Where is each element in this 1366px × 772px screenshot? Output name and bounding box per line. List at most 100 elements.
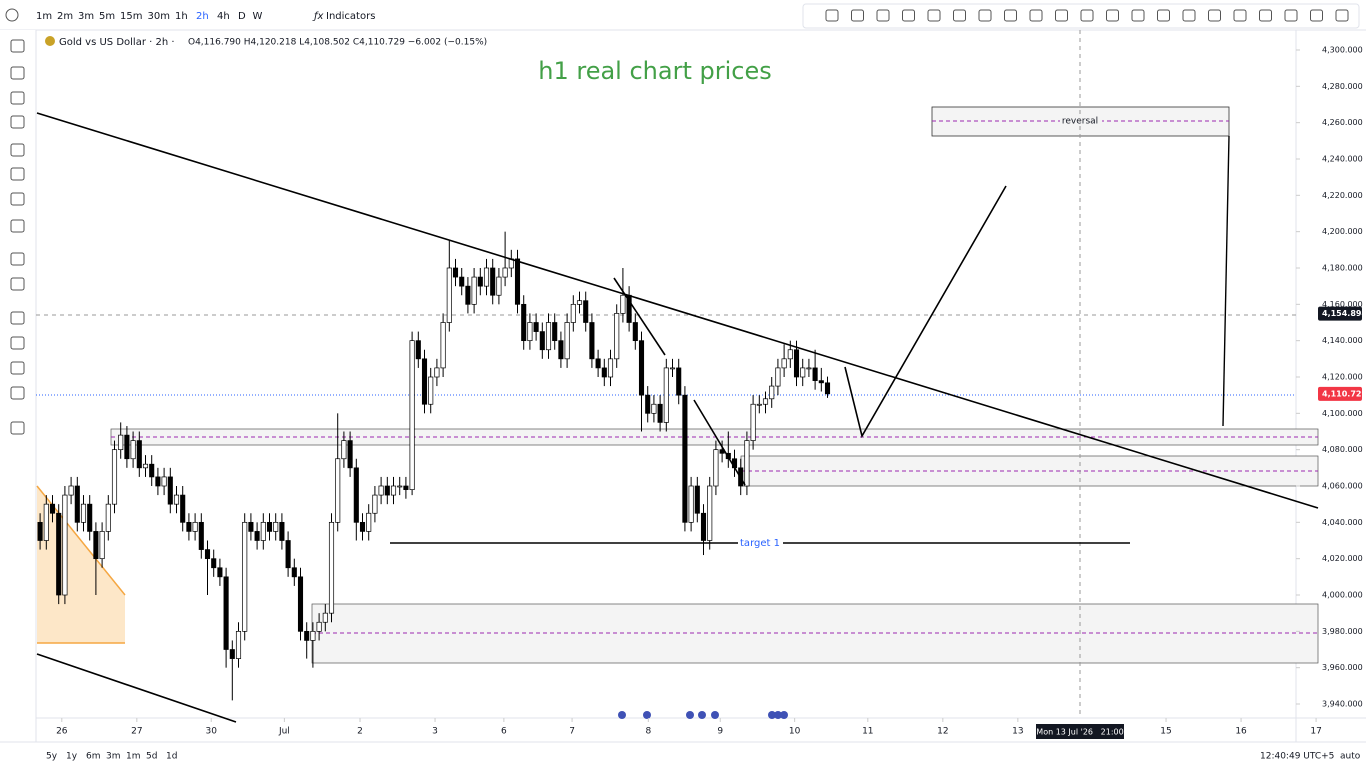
candle-body [142, 463, 149, 469]
candle-body [657, 403, 663, 423]
candle-body [403, 485, 409, 490]
candle-body [601, 367, 607, 378]
tool-icon[interactable] [927, 9, 941, 22]
tool-icon[interactable] [10, 66, 25, 80]
candle-body [589, 322, 595, 360]
symbol-icon [45, 36, 55, 46]
candle-body [173, 494, 180, 505]
x-tick-label: 7 [569, 727, 575, 737]
tool-icon[interactable] [10, 219, 25, 233]
candle-body [787, 349, 793, 360]
range[interactable]: 5y [46, 752, 58, 762]
projection-line [1222, 135, 1230, 427]
drawing-tools [825, 9, 1349, 22]
range[interactable]: 1d [166, 752, 177, 762]
tool-icon[interactable] [10, 361, 25, 375]
candle-body [124, 434, 130, 460]
tool-icon[interactable] [10, 336, 25, 350]
candles [37, 231, 831, 701]
tool-icon[interactable] [1310, 9, 1323, 22]
tool-icon[interactable] [876, 9, 890, 22]
tool-icon[interactable] [1157, 9, 1170, 22]
tool-icon[interactable] [10, 115, 25, 129]
candle-body [56, 512, 62, 596]
tool-icon[interactable] [978, 9, 992, 22]
candle-body [130, 440, 136, 460]
tool-icon[interactable] [10, 311, 25, 325]
interval[interactable]: 15m [120, 11, 142, 22]
candle-body [669, 367, 676, 370]
candle-body [756, 403, 762, 406]
tool-icon[interactable] [1233, 9, 1247, 22]
zone [311, 603, 1319, 664]
candle-body [490, 267, 496, 296]
tool-icon[interactable] [10, 386, 25, 400]
tool-icon[interactable] [1055, 9, 1068, 22]
interval[interactable]: 1m [36, 11, 52, 22]
range[interactable]: 1m [126, 752, 141, 762]
candle-body [180, 494, 186, 523]
tool-icon[interactable] [10, 39, 25, 53]
tool-icon[interactable] [10, 143, 25, 157]
interval[interactable]: W [253, 11, 263, 22]
candle-body [118, 434, 124, 451]
tool-icon[interactable] [1080, 9, 1094, 22]
candle-body [812, 367, 818, 381]
tool-icon[interactable] [10, 421, 25, 435]
label-bg [1060, 115, 1102, 127]
tool-icon[interactable] [10, 91, 25, 105]
x-tick-label: 13 [1012, 727, 1023, 737]
tool-icon[interactable] [1182, 9, 1196, 22]
candle-body [570, 303, 576, 323]
interval[interactable]: 4h [217, 11, 230, 22]
range[interactable]: 1y [66, 752, 78, 762]
interval[interactable]: D [238, 11, 246, 22]
candle-body [552, 322, 558, 342]
range[interactable]: 3m [106, 752, 121, 762]
candle-body [99, 531, 105, 560]
range[interactable]: 6m [86, 752, 101, 762]
tool-icon[interactable] [1335, 9, 1349, 22]
tool-icon[interactable] [10, 167, 25, 181]
candle-body [676, 367, 682, 396]
candle-body [595, 358, 601, 369]
candle-body [353, 467, 359, 523]
tool-icon[interactable] [1004, 9, 1017, 22]
candle-body [297, 576, 304, 632]
y-tick-label: 4,220.000 [1322, 191, 1363, 200]
candle-body [192, 521, 198, 532]
candle-body [161, 476, 167, 487]
interval[interactable]: 5m [99, 11, 115, 22]
candle-body [428, 376, 434, 405]
y-tick-label: 4,100.000 [1322, 409, 1363, 418]
interval[interactable]: 2h [196, 11, 209, 22]
tool-icon[interactable] [1029, 9, 1043, 22]
tool-icon[interactable] [825, 9, 839, 22]
symbol[interactable]: Gold vs US Dollar · 2h · [59, 37, 175, 48]
y-tick-label: 4,140.000 [1322, 336, 1363, 345]
candle-body [440, 322, 446, 369]
add-symbol[interactable] [5, 8, 19, 22]
interval[interactable]: 30m [148, 11, 170, 22]
tool-icon[interactable] [902, 9, 915, 22]
tool-icon[interactable] [953, 9, 966, 22]
range[interactable]: 5d [146, 752, 157, 762]
scale-auto[interactable]: auto [1340, 752, 1361, 762]
indicators-button[interactable]: Indicators [326, 11, 375, 22]
interval[interactable]: 3m [78, 11, 94, 22]
tool-icon[interactable] [10, 277, 25, 291]
tool-icon[interactable] [10, 252, 25, 266]
tool-icon[interactable] [1106, 9, 1119, 22]
tool-icon[interactable] [1131, 9, 1145, 22]
candle-body [564, 322, 570, 360]
candle-body [304, 630, 310, 641]
tool-icon[interactable] [1259, 9, 1272, 22]
price-tag [1318, 386, 1362, 401]
interval[interactable]: 2m [57, 11, 73, 22]
tool-icon[interactable] [10, 192, 25, 206]
tool-icon[interactable] [1208, 9, 1221, 22]
tool-icon[interactable] [851, 9, 864, 22]
tool-icon[interactable] [1284, 9, 1298, 22]
interval[interactable]: 1h [175, 11, 188, 22]
candle-body [607, 358, 614, 378]
